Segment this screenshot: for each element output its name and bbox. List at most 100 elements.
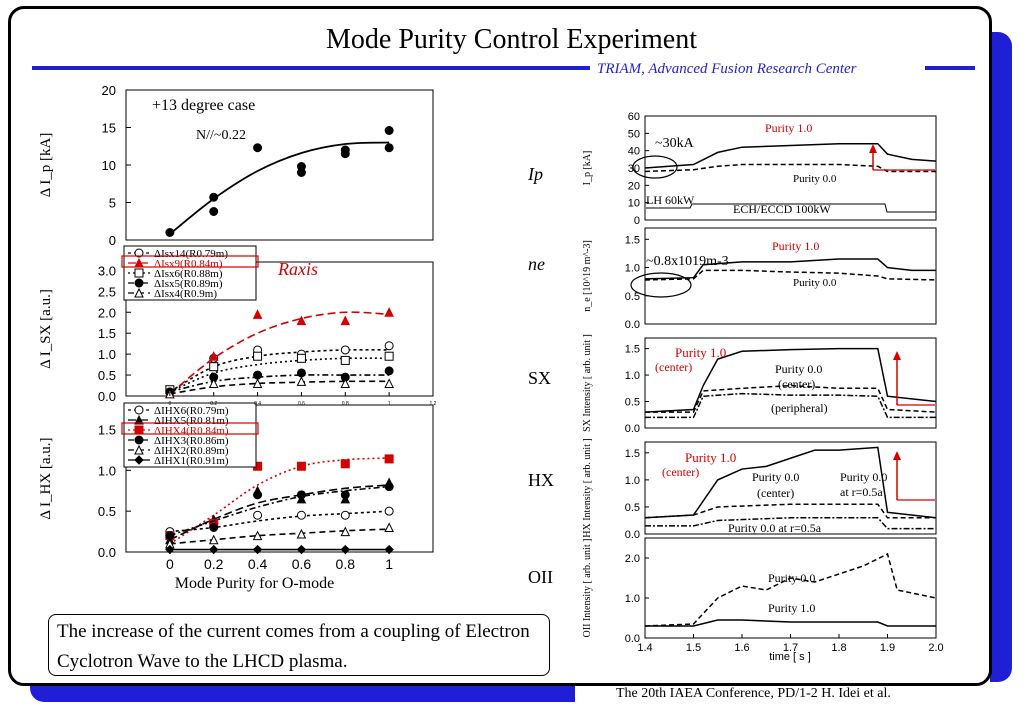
y-tick-label: 0.0 bbox=[625, 423, 640, 435]
y-axis-label: I_p [kA] bbox=[582, 151, 593, 186]
y-tick-label: 0.5 bbox=[625, 502, 640, 514]
row-label: SX bbox=[528, 368, 551, 388]
x-tick-label: 0.2 bbox=[210, 401, 217, 407]
x-tick-label: 1.8 bbox=[831, 642, 846, 654]
data-point bbox=[209, 192, 219, 202]
slide-subtitle: TRIAM, Advanced Fusion Research Center bbox=[597, 61, 857, 77]
data-point bbox=[253, 490, 263, 500]
legend-label: ΔIHX6(R0.79m) bbox=[154, 405, 229, 417]
legend-label: ΔIsx4(R0.9m) bbox=[154, 288, 217, 300]
trace-line bbox=[644, 258, 936, 280]
y-tick-label: 15 bbox=[102, 121, 116, 136]
fit-line bbox=[169, 528, 390, 545]
y-tick-label: 60 bbox=[628, 111, 640, 123]
legend-marker bbox=[134, 425, 144, 435]
data-point bbox=[384, 126, 394, 135]
data-point bbox=[384, 366, 394, 376]
legend-marker bbox=[134, 444, 144, 455]
data-point bbox=[296, 368, 306, 378]
trace-line bbox=[645, 384, 937, 413]
y-axis-label: Δ I_p [kA] bbox=[38, 133, 54, 198]
y-tick-label: 1.0 bbox=[625, 263, 640, 275]
data-point bbox=[296, 490, 306, 500]
y-tick-label: 2.0 bbox=[98, 305, 116, 320]
x-axis-label: Mode Purity for O-mode bbox=[175, 575, 335, 592]
row-label: ne bbox=[528, 254, 545, 274]
y-tick-label: 0.5 bbox=[98, 504, 116, 519]
annotation-hx-purity00: Purity 0.0 bbox=[752, 470, 799, 484]
annotation-purity10: Purity 1.0 bbox=[765, 121, 812, 135]
y-tick-label: 1.5 bbox=[98, 326, 116, 341]
y-tick-label: 1.5 bbox=[625, 234, 640, 246]
x-tick-label: 1 bbox=[385, 556, 393, 572]
y-tick-label: 0.0 bbox=[98, 545, 116, 560]
legend-box bbox=[123, 245, 257, 301]
annotation-sx-purity00: Purity 0.0 bbox=[775, 362, 822, 376]
x-tick-label: 2.0 bbox=[928, 642, 943, 654]
x-tick-label: 1.9 bbox=[880, 642, 895, 654]
y-tick-label: 0.0 bbox=[98, 389, 116, 404]
x-tick-label: 1.2 bbox=[430, 401, 437, 407]
data-point bbox=[253, 351, 263, 361]
annotation-ip-30ka: ~30kA bbox=[655, 136, 695, 151]
data-point bbox=[384, 454, 394, 464]
data-point bbox=[384, 482, 394, 492]
y-tick-label: 5 bbox=[109, 196, 116, 211]
highlight-ellipse bbox=[632, 155, 678, 179]
fit-line bbox=[169, 348, 390, 393]
legend-marker bbox=[134, 405, 144, 415]
legend-marker bbox=[134, 268, 144, 278]
legend-label: ΔIHX5(R0.81m) bbox=[154, 415, 229, 427]
panel-frame-sx bbox=[125, 261, 434, 397]
y-tick-label: 1.0 bbox=[625, 475, 640, 487]
title-rule-right bbox=[925, 66, 975, 70]
annotation-lh-60kw: LH 60kW bbox=[646, 193, 695, 207]
x-tick-label: 0.4 bbox=[254, 401, 261, 407]
annotation-oii-purity10: Purity 1.0 bbox=[768, 601, 815, 615]
annotation-ech-100kw: ECH/ECCD 100kW bbox=[733, 202, 831, 216]
red-arrow-ip-head bbox=[869, 144, 877, 153]
title-rule-left bbox=[32, 66, 590, 70]
data-point bbox=[165, 531, 175, 541]
annotation-sx-purity10: Purity 1.0 bbox=[675, 345, 726, 360]
annotation-hx-purity10: Purity 1.0 bbox=[685, 450, 736, 465]
data-point bbox=[253, 143, 263, 153]
legend-marker bbox=[134, 455, 144, 465]
y-tick-label: 10 bbox=[628, 198, 640, 210]
y-tick-label: 20 bbox=[102, 83, 116, 98]
annotation-raxis: Raxis bbox=[277, 259, 318, 279]
conclusion-note: The increase of the current comes from a… bbox=[48, 614, 550, 676]
y-tick-label: 10 bbox=[102, 158, 116, 173]
data-point bbox=[340, 345, 350, 355]
data-point bbox=[296, 353, 306, 363]
data-point bbox=[209, 523, 219, 532]
trace-line bbox=[644, 269, 937, 281]
data-point bbox=[208, 378, 219, 388]
annotation-hx-purity00b: Purity 0.0 bbox=[840, 470, 887, 484]
annotation-purity00: Purity 0.0 bbox=[793, 173, 837, 185]
pulse-timing-line bbox=[646, 203, 936, 213]
data-point bbox=[340, 315, 351, 326]
data-point bbox=[384, 341, 394, 351]
data-point bbox=[165, 228, 175, 237]
slide-frame bbox=[8, 6, 992, 686]
footer-citation: The 20th IAEA Conference, PD/1-2 H. Idei… bbox=[616, 686, 891, 701]
red-arrow-hx-head bbox=[893, 451, 901, 460]
x-tick-label: 1.7 bbox=[783, 642, 798, 654]
y-axis-label: n_e [10^19 m^-3] bbox=[582, 240, 593, 312]
legend-marker bbox=[134, 278, 144, 288]
annotation-oii-purity00: Purity 0.0 bbox=[768, 571, 815, 585]
y-tick-label: 1.0 bbox=[625, 593, 640, 605]
x-tick-label: 0 bbox=[168, 401, 171, 407]
annotation-ne-08: ~0.8x1019m-3 bbox=[646, 254, 729, 269]
x-tick-label: 0 bbox=[166, 556, 174, 572]
trace-line bbox=[644, 142, 937, 169]
trace-frame-ne bbox=[644, 227, 937, 325]
x-tick-label: 0.8 bbox=[342, 401, 349, 407]
x-tick-label: 0.6 bbox=[292, 556, 312, 572]
y-tick-label: 0.0 bbox=[625, 529, 640, 541]
legend-label: ΔIHX3(R0.86m) bbox=[154, 435, 229, 447]
row-label: HX bbox=[528, 470, 554, 490]
data-point bbox=[296, 510, 306, 520]
trace-frame-oii bbox=[644, 537, 937, 639]
